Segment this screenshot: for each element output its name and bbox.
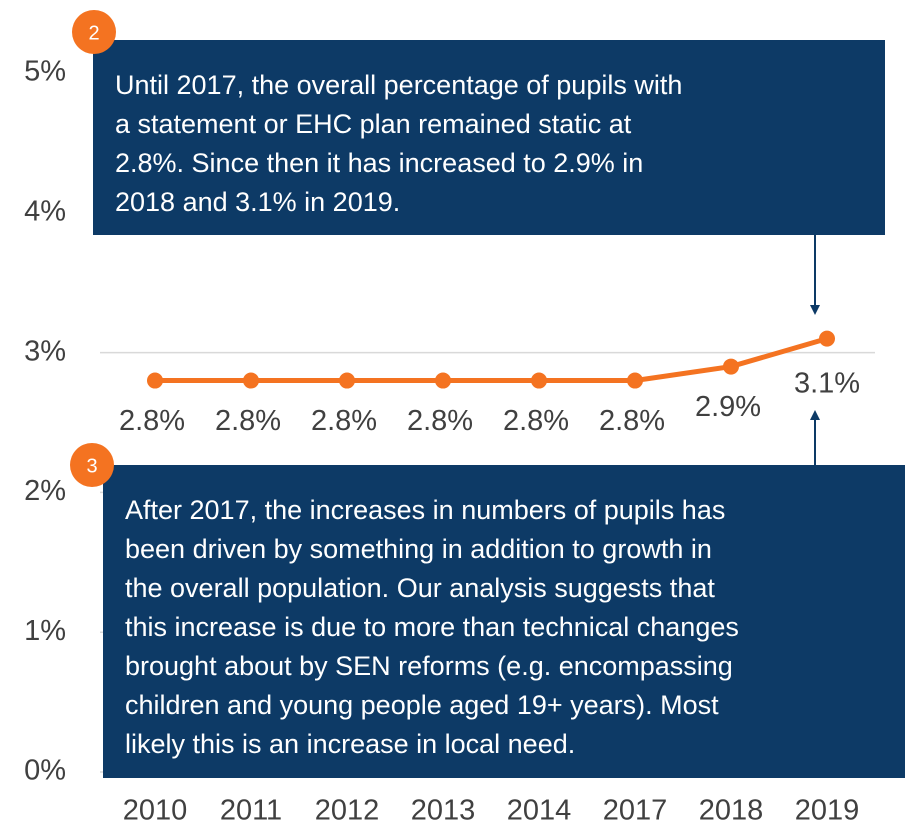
data-label: 2.8% — [407, 405, 473, 437]
data-label: 2.8% — [119, 405, 185, 437]
badge-number: 2 — [88, 22, 99, 44]
data-point — [819, 330, 835, 347]
y-tick-label: 0% — [24, 755, 66, 787]
data-point — [243, 372, 259, 389]
x-tick-label: 2014 — [507, 795, 572, 827]
x-tick-label: 2012 — [315, 795, 380, 827]
y-tick-label: 4% — [24, 195, 66, 227]
data-point — [339, 372, 355, 389]
badge — [72, 10, 116, 54]
y-tick-label: 2% — [24, 475, 66, 507]
badge — [70, 443, 114, 487]
x-tick-label: 2010 — [123, 795, 188, 827]
annotation-text: children and young people aged 19+ years… — [125, 690, 719, 720]
badge-number: 3 — [86, 455, 97, 477]
x-tick-label: 2017 — [603, 795, 668, 827]
y-tick-label: 1% — [24, 615, 66, 647]
data-label: 2.9% — [695, 391, 761, 423]
data-label: 2.8% — [503, 405, 569, 437]
x-tick-label: 2013 — [411, 795, 476, 827]
annotation-text: likely this is an increase in local need… — [125, 729, 575, 759]
data-point — [531, 372, 547, 389]
annotation-text: been driven by something in addition to … — [125, 534, 712, 564]
annotation-text: 2.8%. Since then it has increased to 2.9… — [115, 148, 643, 178]
data-label: 2.8% — [215, 405, 281, 437]
x-tick-label: 2018 — [699, 795, 764, 827]
data-point — [723, 358, 739, 375]
grid: 0% 1% 2% 3% 4% 5% 2010 2011 2012 2013 2014 2017 2018… — [24, 56, 875, 827]
annotation-box — [93, 40, 885, 235]
data-label: 3.1% — [794, 367, 860, 399]
annotation-text: the overall population. Our analysis sug… — [125, 573, 715, 603]
data-point — [147, 372, 163, 389]
annotation-text: After 2017, the increases in numbers of … — [125, 495, 725, 525]
plot: 2.8% 2.8% 2.8% 2.8% 2.8% 2.8% 2.9% 3.1% — [119, 330, 860, 437]
annotation-text: brought about by SEN reforms (e.g. encom… — [125, 651, 733, 681]
annotations: Until 2017, the overall percentage of pu… — [70, 10, 905, 778]
y-tick-label: 5% — [24, 56, 66, 88]
data-label: 2.8% — [599, 405, 665, 437]
x-tick-label: 2019 — [795, 795, 860, 827]
annotation-text: 2018 and 3.1% in 2019. — [115, 187, 400, 217]
series-line — [155, 336, 828, 384]
annotation-text: Until 2017, the overall percentage of pu… — [115, 70, 682, 100]
data-label: 2.8% — [311, 405, 377, 437]
x-tick-label: 2011 — [220, 795, 282, 827]
annotation-box — [103, 465, 905, 778]
y-tick-label: 3% — [24, 335, 66, 367]
annotation-text: a statement or EHC plan remained static … — [115, 109, 632, 139]
annotation-text: this increase is due to more than techni… — [125, 612, 739, 642]
data-point — [435, 372, 451, 389]
data-point — [627, 372, 643, 389]
